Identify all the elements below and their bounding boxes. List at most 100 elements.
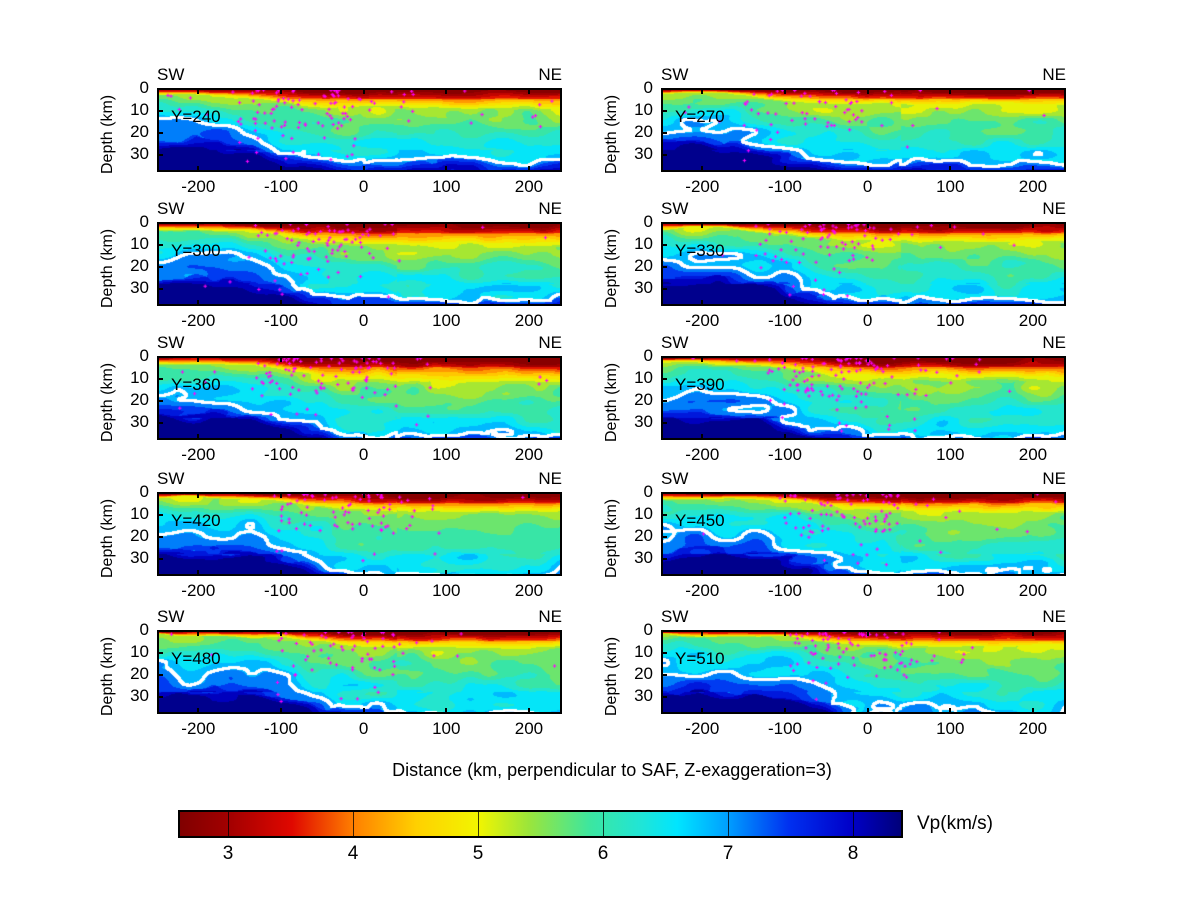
x-tick-mark [783,570,786,576]
x-tick-label: 100 [432,581,461,600]
y-tick-mark [157,244,163,247]
x-tick-label: 100 [432,719,461,738]
x-tick-label: -200 [181,581,216,600]
x-tick-label: 100 [432,445,461,464]
y-axis-label: Depth (km) [99,636,116,716]
orientation-label-sw: SW [661,333,689,352]
x-tick-mark [949,492,952,498]
y-tick-mark [661,536,667,539]
x-tick-mark [279,356,282,362]
y-tick-label: 10 [634,642,653,662]
y-tick: 10 [623,643,653,660]
y-tick-label: 0 [643,78,653,97]
velocity-image [663,632,1064,712]
panel-tag: Y=360 [171,375,221,394]
y-axis-label: Depth (km) [99,362,116,442]
x-tick-mark [949,300,952,306]
x-tick-mark [866,708,869,714]
x-tick-label: 0 [358,177,369,196]
x-tick-mark [866,88,869,94]
x-tick-label: -100 [263,581,298,600]
cross-section-panel-y-240: SW NE Y=240 Depth (km) 0 10 20 30 -200 -100 0 100 20… [99,66,562,195]
panel-tag: Y=510 [675,649,725,668]
x-tick-mark [701,570,704,576]
y-tick: 10 [119,369,149,386]
y-tick-mark [661,244,667,247]
y-tick-label: 20 [634,256,653,276]
x-tick-label: 0 [358,445,369,464]
x-tick-mark [866,434,869,440]
x-tick-mark [527,434,530,440]
y-tick-label: 10 [130,504,149,524]
x-axis-caption: Distance (km, perpendicular to SAF, Z-ex… [392,760,832,780]
x-tick-mark [949,88,952,94]
colorbar-separator [353,810,354,838]
x-tick-mark [279,166,282,172]
x-tick-mark [701,356,704,362]
x-tick-label: -200 [685,581,720,600]
y-tick-mark [157,674,163,677]
x-tick-mark [949,570,952,576]
velocity-image [159,494,560,574]
x-tick-mark [527,570,530,576]
x-tick-mark [783,88,786,94]
y-tick-mark [661,422,667,425]
y-tick-mark [157,696,163,699]
velocity-image [663,90,1064,170]
x-tick-mark [701,434,704,440]
x-tick-mark [279,300,282,306]
y-tick: 10 [623,369,653,386]
x-tick-mark [1031,166,1034,172]
y-tick: 30 [119,687,149,704]
y-tick: 20 [623,665,653,682]
y-tick-label: 30 [634,278,653,298]
x-tick-mark [197,434,200,440]
y-tick-mark [157,536,163,539]
y-tick-label: 30 [634,144,653,164]
y-tick-mark [157,378,163,381]
x-tick-mark [949,630,952,636]
x-tick-label: -100 [263,719,298,738]
orientation-label-sw: SW [661,65,689,84]
y-tick-label: 10 [130,368,149,388]
x-tick-mark [866,570,869,576]
x-tick-mark [279,222,282,228]
y-tick-label: 30 [130,548,149,568]
x-tick-mark [279,88,282,94]
x-tick-mark [866,300,869,306]
cross-section-panel-y-510: SW NE Y=510 Depth (km) 0 10 20 30 -200 -100 0 100 20… [603,608,1066,737]
x-tick-mark [783,434,786,440]
y-tick-label: 30 [130,278,149,298]
x-tick-mark [1031,570,1034,576]
y-tick: 0 [119,213,149,230]
orientation-label-ne: NE [1042,607,1066,626]
colorbar-label: Vp(km/s) [917,813,993,834]
x-tick-label: -200 [181,311,216,330]
x-tick-label: 200 [514,177,544,196]
x-tick-label: -100 [767,719,802,738]
x-tick-label: 0 [862,311,873,330]
x-tick-label: 100 [432,177,461,196]
x-tick-mark [783,492,786,498]
y-tick: 10 [119,643,149,660]
x-tick-mark [701,88,704,94]
x-tick-mark [1031,88,1034,94]
x-tick-mark [279,708,282,714]
y-tick-label: 20 [634,122,653,142]
y-tick-mark [661,514,667,517]
panel-tag: Y=330 [675,241,725,260]
y-tick-mark [661,132,667,135]
y-tick-mark [661,378,667,381]
y-tick-mark [157,288,163,291]
x-tick-label: 0 [862,581,873,600]
cross-section-panel-y-420: SW NE Y=420 Depth (km) 0 10 20 30 -200 -100 0 100 20… [99,470,562,599]
y-tick-label: 10 [634,504,653,524]
y-tick-label: 20 [130,526,149,546]
axes-box [661,630,1066,714]
y-tick-label: 30 [130,412,149,432]
x-tick-label: -100 [767,445,802,464]
axes-box [157,222,562,306]
panel-tag: Y=420 [171,511,221,530]
panel-tag: Y=390 [675,375,725,394]
cross-section-panel-y-300: SW NE Y=300 Depth (km) 0 10 20 30 -200 -100 0 100 20… [99,200,562,329]
